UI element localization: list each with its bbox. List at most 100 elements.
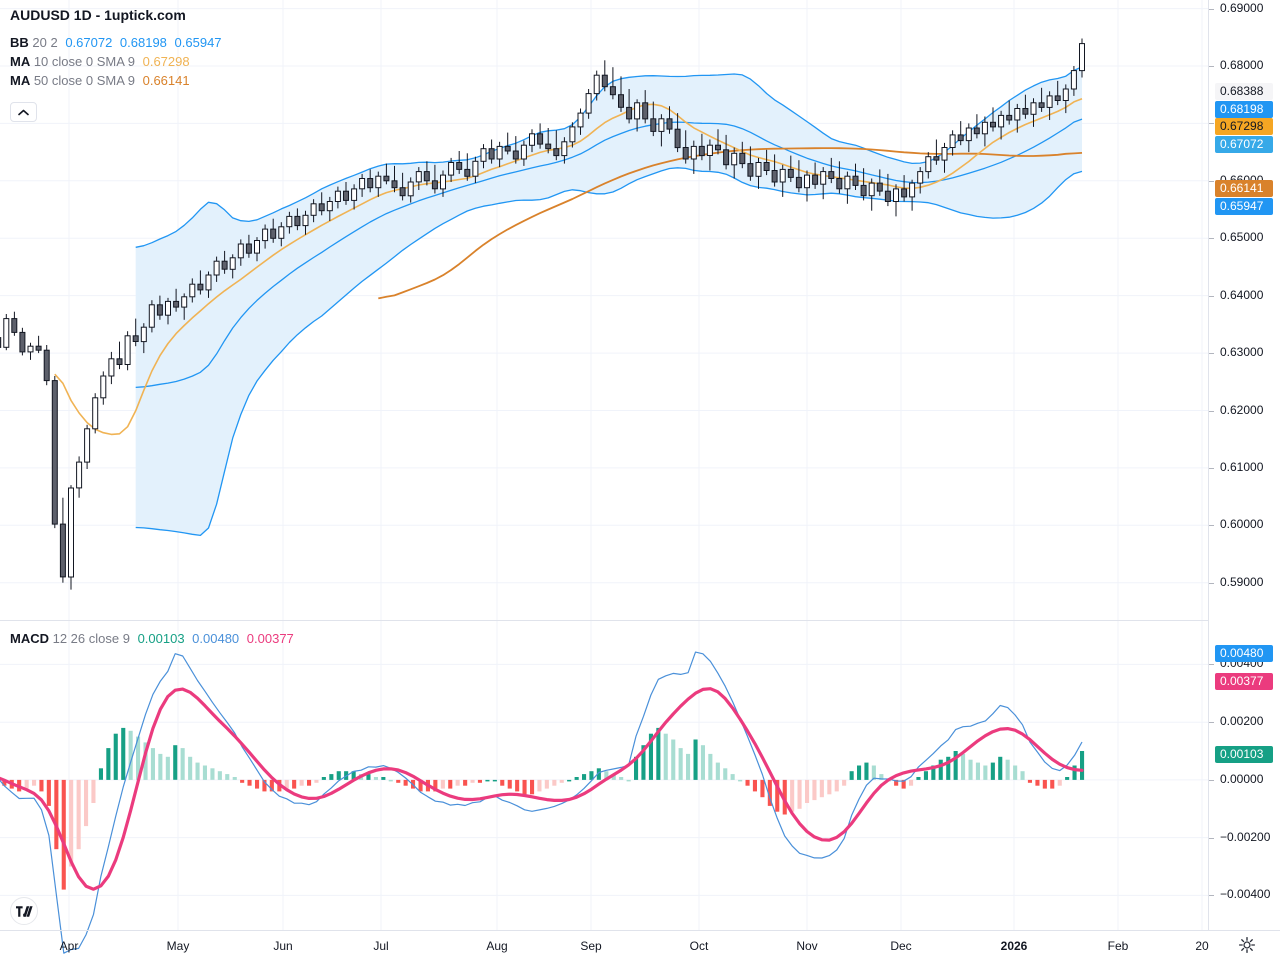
- bb-lower-badge[interactable]: 0.65947: [1215, 198, 1273, 215]
- time-axis-label: Feb: [1107, 939, 1129, 953]
- time-axis-label: Nov: [796, 939, 818, 953]
- macd-hist-badge[interactable]: 0.00103: [1215, 746, 1273, 763]
- macd-histogram-bar: [143, 742, 148, 780]
- candle: [156, 304, 163, 316]
- candle: [35, 345, 42, 351]
- candle: [132, 335, 139, 342]
- bb-mid-badge[interactable]: 0.67072: [1215, 136, 1273, 153]
- macd-histogram-bar: [69, 779, 74, 867]
- macd-histogram-bar: [448, 779, 453, 789]
- candle: [84, 428, 91, 463]
- macd-histogram-bar: [195, 762, 200, 780]
- price-axis-tick: [1209, 525, 1214, 527]
- legend-row-bb-0[interactable]: BB 20 2 0.67072 0.68198 0.65947: [10, 33, 222, 52]
- tradingview-logo-icon[interactable]: [10, 897, 38, 925]
- macd-histogram-bar: [433, 779, 438, 792]
- macd-signal-badge[interactable]: 0.00377: [1215, 673, 1273, 690]
- macd-histogram-bar: [1013, 765, 1018, 780]
- price-axis-tick: [1209, 353, 1214, 355]
- macd-histogram-bar: [492, 779, 497, 782]
- candle: [237, 243, 244, 259]
- candle: [76, 461, 83, 489]
- macd-histogram-bar: [269, 779, 274, 792]
- candle: [262, 228, 269, 242]
- macd-histogram-bar: [842, 779, 847, 786]
- macd-histogram-bar: [173, 745, 178, 780]
- candle: [682, 147, 689, 160]
- ma10-badge[interactable]: 0.67298: [1215, 118, 1273, 135]
- macd-histogram-bar: [1027, 779, 1032, 783]
- macd-histogram-bar: [158, 753, 163, 780]
- price-axis-label: 0.68000: [1220, 58, 1264, 72]
- candle: [472, 160, 479, 177]
- macd-histogram-bar: [150, 748, 155, 780]
- legend-row-ma-2[interactable]: MA 50 close 0 SMA 9 0.66141: [10, 71, 190, 90]
- macd-histogram-bar: [983, 765, 988, 780]
- macd-histogram-bar: [864, 762, 869, 780]
- candle: [270, 228, 277, 239]
- candle: [1006, 114, 1013, 121]
- macd-histogram-bar: [790, 779, 795, 812]
- time-axis[interactable]: Apr May Jun Jul Aug Sep Oct Nov Dec 2026 Feb 20: [0, 930, 1280, 960]
- candle: [771, 170, 778, 183]
- macd-histogram-bar: [455, 779, 460, 786]
- price-axis-label: 0.60000: [1220, 517, 1264, 532]
- price-axis-label: 0.63000: [1220, 345, 1264, 360]
- candle: [812, 174, 819, 185]
- time-axis-label: Dec: [890, 939, 912, 953]
- candle: [795, 176, 802, 189]
- price-axis-tick: [1209, 410, 1214, 412]
- candle: [658, 118, 665, 132]
- candle: [585, 93, 592, 114]
- candle: [245, 243, 252, 254]
- candle: [173, 300, 180, 308]
- macd-histogram-bar: [500, 779, 505, 786]
- bb-upper-badge[interactable]: 0.68388: [1215, 83, 1273, 100]
- macd-histogram-bar: [544, 779, 549, 789]
- candle: [698, 145, 705, 157]
- price-axis[interactable]: 0.690000.680000.670000.660000.650000.640…: [1208, 0, 1280, 930]
- macd-histogram-bar: [314, 779, 319, 783]
- macd-histogram-bar: [1035, 779, 1040, 786]
- legend-row-ma-1[interactable]: MA 10 close 0 SMA 9 0.67298: [10, 52, 190, 71]
- candle: [3, 318, 10, 348]
- legend-value: 0.00480: [188, 631, 240, 646]
- legend-indicator-name: MACD: [10, 631, 49, 646]
- macd-histogram-bar: [968, 759, 973, 780]
- candle: [326, 201, 333, 212]
- legend-row-macd[interactable]: MACD 12 26 close 9 0.00103 0.00480 0.003…: [10, 629, 294, 648]
- macd-histogram-bar: [552, 779, 557, 786]
- macd-histogram-bar: [671, 739, 676, 780]
- macd-histogram-bar: [648, 733, 653, 780]
- macd-histogram-bar: [738, 779, 743, 782]
- macd-histogram-bar: [611, 774, 616, 780]
- macd-histogram-bar: [589, 771, 594, 780]
- bb-basis-badge[interactable]: 0.68198: [1215, 101, 1273, 118]
- gear-icon[interactable]: [1238, 936, 1256, 954]
- ma50-badge[interactable]: 0.66141: [1215, 180, 1273, 197]
- page-title: AUDUSD 1D - 1uptick.com: [10, 7, 186, 23]
- price-axis-label: 0.64000: [1220, 287, 1264, 302]
- macd-line-badge[interactable]: 0.00480: [1215, 645, 1273, 662]
- macd-histogram-bar: [247, 779, 252, 786]
- legend-collapse-button[interactable]: [10, 102, 37, 122]
- candle: [998, 114, 1005, 128]
- macd-histogram-bar: [953, 751, 958, 780]
- candle: [626, 106, 633, 120]
- macd-histogram-bar: [961, 753, 966, 780]
- macd-histogram-bar: [165, 756, 170, 780]
- candle: [11, 318, 18, 333]
- candle: [254, 240, 260, 254]
- candle: [957, 134, 964, 142]
- candle: [189, 283, 196, 298]
- macd-histogram-bar: [871, 765, 876, 780]
- legend-value: 0.00377: [243, 631, 294, 646]
- macd-histogram-bar: [299, 779, 304, 786]
- macd-histogram-bar: [403, 779, 408, 786]
- macd-histogram-bar: [128, 730, 133, 780]
- candle: [674, 128, 681, 149]
- candle: [529, 133, 535, 146]
- candle: [415, 171, 422, 183]
